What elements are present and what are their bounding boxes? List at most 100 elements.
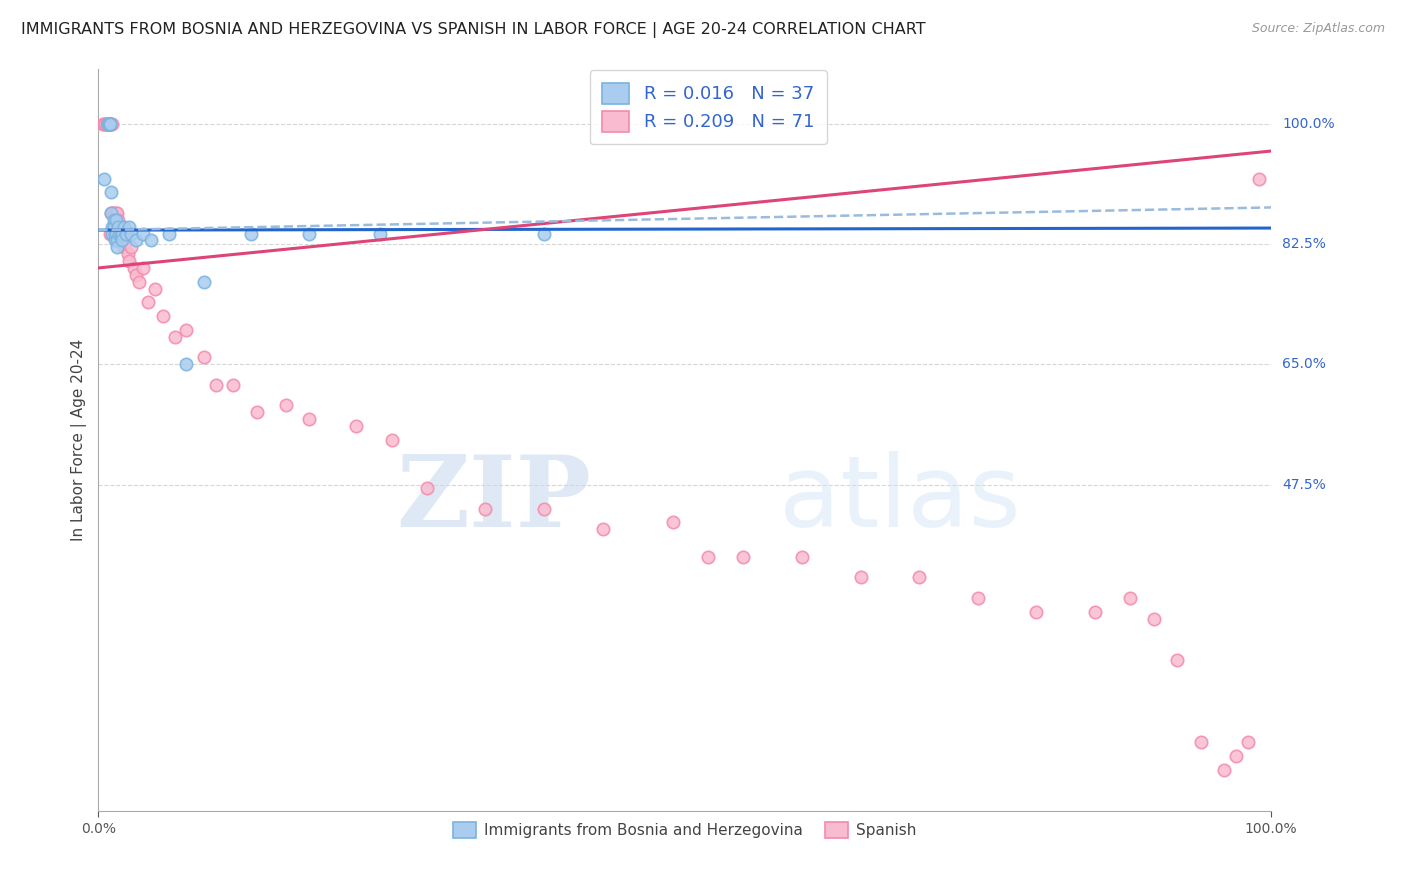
Point — [111, 227, 134, 241]
Y-axis label: In Labor Force | Age 20-24: In Labor Force | Age 20-24 — [72, 339, 87, 541]
Point — [1025, 605, 1047, 619]
Legend: Immigrants from Bosnia and Herzegovina, Spanish: Immigrants from Bosnia and Herzegovina, … — [447, 816, 922, 845]
Point — [143, 282, 166, 296]
Text: 82.5%: 82.5% — [1282, 237, 1326, 251]
Point — [100, 206, 122, 220]
Point — [1213, 763, 1236, 777]
Point — [1189, 735, 1212, 749]
Point — [176, 323, 198, 337]
Point — [120, 240, 142, 254]
Point — [100, 186, 122, 200]
Point — [111, 219, 134, 234]
Point — [104, 227, 127, 241]
Point — [97, 116, 120, 130]
Point — [108, 227, 131, 241]
Point — [193, 275, 215, 289]
Point — [790, 549, 813, 564]
Point — [98, 116, 121, 130]
Point — [474, 501, 496, 516]
Point — [132, 227, 155, 241]
Point — [98, 116, 121, 130]
Point — [163, 329, 186, 343]
Point — [368, 227, 391, 241]
Point — [97, 116, 120, 130]
Point — [298, 412, 321, 426]
Point — [104, 227, 127, 241]
Point — [98, 116, 121, 130]
Point — [1166, 653, 1188, 667]
Point — [152, 309, 174, 323]
Point — [101, 219, 124, 234]
Point — [93, 171, 115, 186]
Point — [533, 227, 555, 241]
Point — [101, 116, 124, 130]
Point — [139, 234, 162, 248]
Point — [697, 549, 720, 564]
Point — [105, 240, 128, 254]
Point — [103, 219, 125, 234]
Point — [103, 212, 125, 227]
Point — [110, 227, 132, 241]
Point — [100, 116, 122, 130]
Point — [193, 351, 215, 365]
Point — [100, 206, 122, 220]
Point — [101, 227, 124, 241]
Point — [733, 549, 755, 564]
Point — [966, 591, 988, 605]
Text: Source: ZipAtlas.com: Source: ZipAtlas.com — [1251, 22, 1385, 36]
Point — [97, 116, 120, 130]
Point — [97, 116, 120, 130]
Point — [97, 116, 120, 130]
Point — [97, 116, 120, 130]
Point — [94, 116, 117, 130]
Point — [105, 234, 128, 248]
Point — [101, 206, 124, 220]
Point — [112, 219, 135, 234]
Text: 100.0%: 100.0% — [1282, 117, 1334, 130]
Point — [415, 481, 437, 495]
Point — [104, 227, 127, 241]
Point — [98, 227, 121, 241]
Point — [111, 234, 134, 248]
Point — [157, 227, 180, 241]
Point — [104, 212, 127, 227]
Point — [104, 227, 127, 241]
Point — [1143, 612, 1166, 626]
Point — [662, 516, 685, 530]
Point — [222, 377, 245, 392]
Text: 47.5%: 47.5% — [1282, 477, 1326, 491]
Point — [108, 234, 131, 248]
Point — [125, 268, 148, 282]
Point — [849, 570, 872, 584]
Point — [239, 227, 262, 241]
Point — [118, 254, 141, 268]
Point — [96, 116, 118, 130]
Point — [115, 227, 138, 241]
Point — [91, 116, 114, 130]
Point — [122, 260, 145, 275]
Text: atlas: atlas — [779, 450, 1021, 548]
Point — [97, 116, 120, 130]
Point — [204, 377, 226, 392]
Point — [103, 206, 125, 220]
Point — [344, 419, 367, 434]
Text: 65.0%: 65.0% — [1282, 357, 1326, 371]
Point — [136, 295, 159, 310]
Text: ZIP: ZIP — [396, 450, 591, 548]
Point — [380, 433, 402, 447]
Point — [125, 234, 148, 248]
Text: IMMIGRANTS FROM BOSNIA AND HERZEGOVINA VS SPANISH IN LABOR FORCE | AGE 20-24 COR: IMMIGRANTS FROM BOSNIA AND HERZEGOVINA V… — [21, 22, 925, 38]
Point — [117, 247, 139, 261]
Point — [110, 227, 132, 241]
Point — [120, 227, 142, 241]
Point — [246, 405, 269, 419]
Point — [1084, 605, 1107, 619]
Point — [112, 240, 135, 254]
Point — [93, 116, 115, 130]
Point — [111, 227, 134, 241]
Point — [104, 234, 127, 248]
Point — [592, 522, 614, 536]
Point — [98, 116, 121, 130]
Point — [1119, 591, 1142, 605]
Point — [107, 219, 129, 234]
